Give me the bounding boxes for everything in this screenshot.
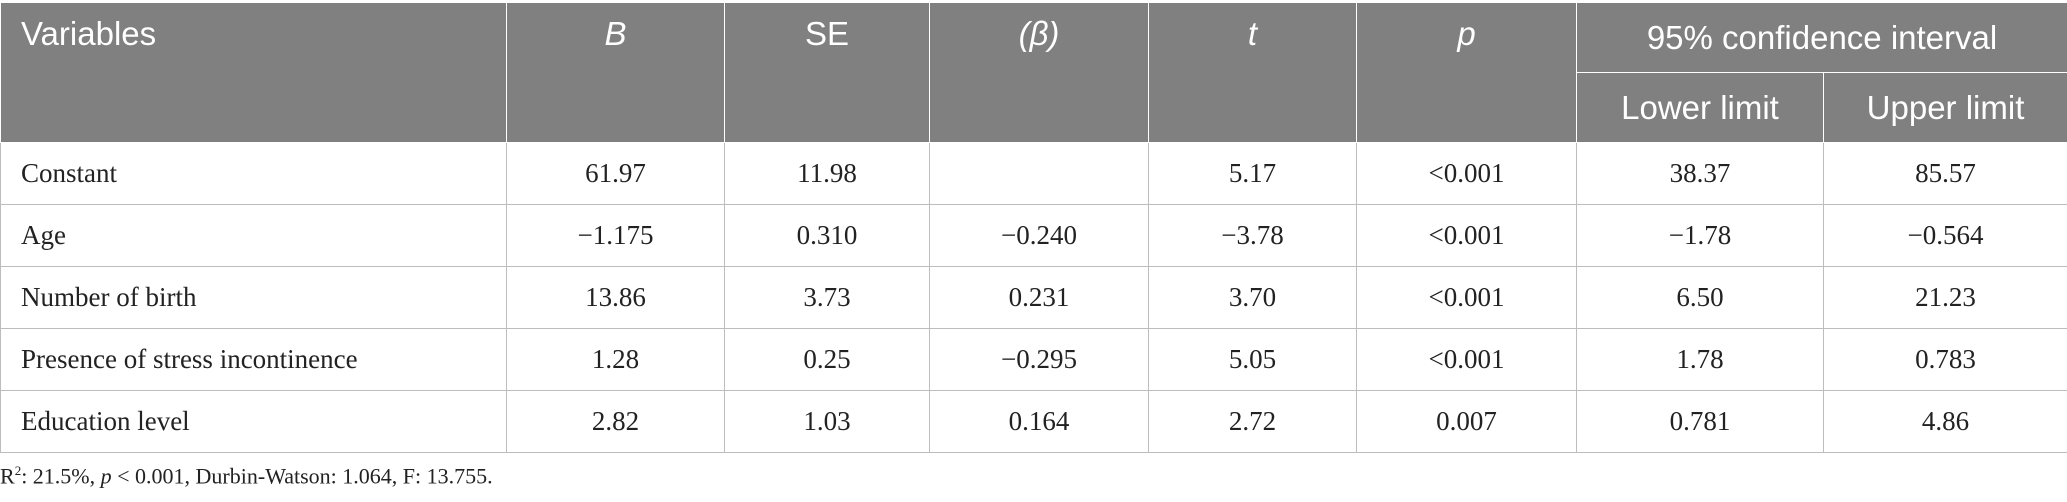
cell-se: 0.310 — [724, 204, 930, 267]
table-footnote: R2: 21.5%, p < 0.001, Durbin-Watson: 1.0… — [0, 463, 493, 489]
table-row: Education level 2.82 1.03 0.164 2.72 0.0… — [0, 390, 2067, 453]
cell-variable: Age — [0, 204, 507, 267]
cell-b: 13.86 — [506, 266, 725, 329]
cell-b: −1.175 — [506, 204, 725, 267]
header-variables: Variables — [0, 2, 507, 143]
cell-se: 11.98 — [724, 142, 930, 205]
table-header: Variables B SE (β) t p 95% confidence in… — [0, 2, 2067, 143]
cell-b: 2.82 — [506, 390, 725, 453]
cell-variable: Number of birth — [0, 266, 507, 329]
header-t: t — [1148, 2, 1357, 143]
footnote-r-superscript: 2 — [14, 463, 22, 478]
footnote-rest: < 0.001, Durbin-Watson: 1.064, F: 13.755… — [111, 463, 493, 489]
cell-upper: 85.57 — [1822, 142, 2067, 205]
cell-p: <0.001 — [1356, 328, 1577, 391]
cell-upper: 4.86 — [1822, 390, 2067, 453]
cell-beta: −0.240 — [929, 204, 1149, 267]
cell-se: 0.25 — [724, 328, 930, 391]
cell-upper: −0.564 — [1822, 204, 2067, 267]
footnote-p-label: p — [100, 463, 112, 489]
cell-se: 3.73 — [724, 266, 930, 329]
cell-p: <0.001 — [1356, 204, 1577, 267]
cell-se: 1.03 — [724, 390, 930, 453]
cell-t: 2.72 — [1148, 390, 1357, 453]
cell-beta: −0.295 — [929, 328, 1149, 391]
cell-variable: Presence of stress incontinence — [0, 328, 507, 391]
header-beta: (β) — [929, 2, 1149, 143]
cell-variable: Constant — [0, 142, 507, 205]
cell-p: <0.001 — [1356, 266, 1577, 329]
header-confidence-interval: 95% confidence interval — [1575, 2, 2067, 73]
cell-lower: 6.50 — [1576, 266, 1824, 329]
cell-b: 61.97 — [506, 142, 725, 205]
header-b: B — [506, 2, 725, 143]
cell-beta — [929, 142, 1149, 205]
cell-beta: 0.231 — [929, 266, 1149, 329]
cell-upper: 21.23 — [1822, 266, 2067, 329]
cell-t: −3.78 — [1148, 204, 1357, 267]
cell-lower: 1.78 — [1576, 328, 1824, 391]
cell-upper: 0.783 — [1822, 328, 2067, 391]
header-upper-limit: Upper limit — [1822, 72, 2067, 143]
table-row: Presence of stress incontinence 1.28 0.2… — [0, 328, 2067, 391]
cell-p: 0.007 — [1356, 390, 1577, 453]
cell-variable: Education level — [0, 390, 507, 453]
table-body: Constant 61.97 11.98 5.17 <0.001 38.37 8… — [0, 142, 2067, 453]
header-p: p — [1356, 2, 1577, 143]
cell-lower: 38.37 — [1576, 142, 1824, 205]
header-se: SE — [724, 2, 930, 143]
cell-t: 3.70 — [1148, 266, 1357, 329]
cell-lower: 0.781 — [1576, 390, 1824, 453]
table-row: Constant 61.97 11.98 5.17 <0.001 38.37 8… — [0, 142, 2067, 205]
cell-lower: −1.78 — [1576, 204, 1824, 267]
table-row: Number of birth 13.86 3.73 0.231 3.70 <0… — [0, 266, 2067, 329]
header-lower-limit: Lower limit — [1576, 72, 1824, 143]
cell-beta: 0.164 — [929, 390, 1149, 453]
table-row: Age −1.175 0.310 −0.240 −3.78 <0.001 −1.… — [0, 204, 2067, 267]
cell-t: 5.05 — [1148, 328, 1357, 391]
footnote-r-value: : 21.5%, — [21, 463, 101, 489]
footnote-r-label: R — [0, 463, 15, 489]
cell-t: 5.17 — [1148, 142, 1357, 205]
cell-p: <0.001 — [1356, 142, 1577, 205]
cell-b: 1.28 — [506, 328, 725, 391]
regression-table: Variables B SE (β) t p 95% confidence in… — [0, 2, 2067, 453]
